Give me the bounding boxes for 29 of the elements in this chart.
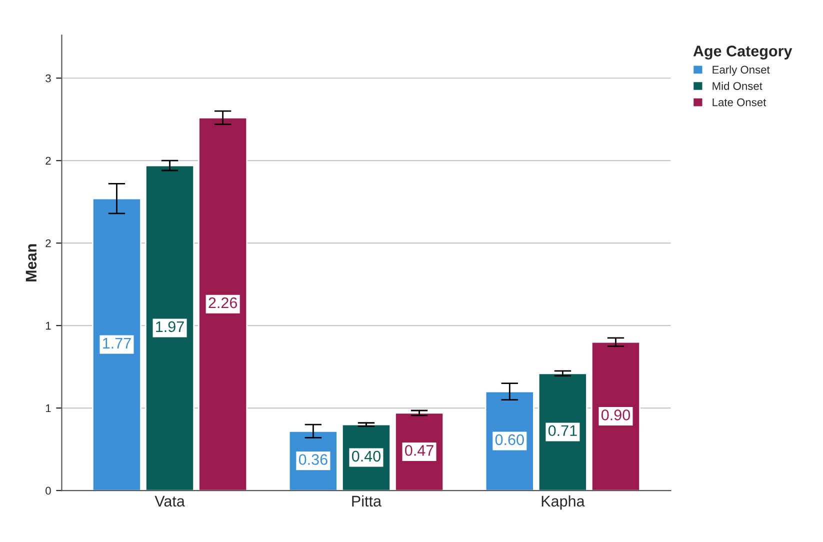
data-label: 0.71 [548,425,577,436]
data-label: 0.90 [601,410,630,420]
y-tick-label: 0 [46,486,51,495]
x-tick-label: Kapha [542,495,585,510]
data-label: 1.77 [103,338,131,348]
y-tick-label: 1 [46,322,51,330]
bar [484,390,534,491]
legend-label: Mid Onset [712,82,762,90]
bar [92,198,142,491]
y-tick-label: 1 [46,404,51,412]
bar [590,341,640,491]
data-label: 2.26 [208,297,238,308]
bar [198,117,248,491]
bar [145,164,195,491]
x-tick-label: Vata [154,496,185,507]
legend-label: Early Onset [712,65,770,76]
y-tick-label: 3 [46,74,51,82]
data-label: 0.60 [495,434,524,446]
y-tick-label: 2 [46,239,51,248]
y-axis-title: Mean [26,244,37,282]
data-label: 0.36 [298,454,328,465]
legend-label: Late Onset [712,98,766,106]
bar [538,372,588,491]
y-tick-label: 2 [46,156,51,165]
data-label: 0.47 [405,445,434,456]
legend-title: Age Category [693,46,792,60]
x-tick-label: Pitta [352,495,382,507]
data-label: 0.40 [352,450,381,462]
data-label: 1.97 [156,321,184,332]
